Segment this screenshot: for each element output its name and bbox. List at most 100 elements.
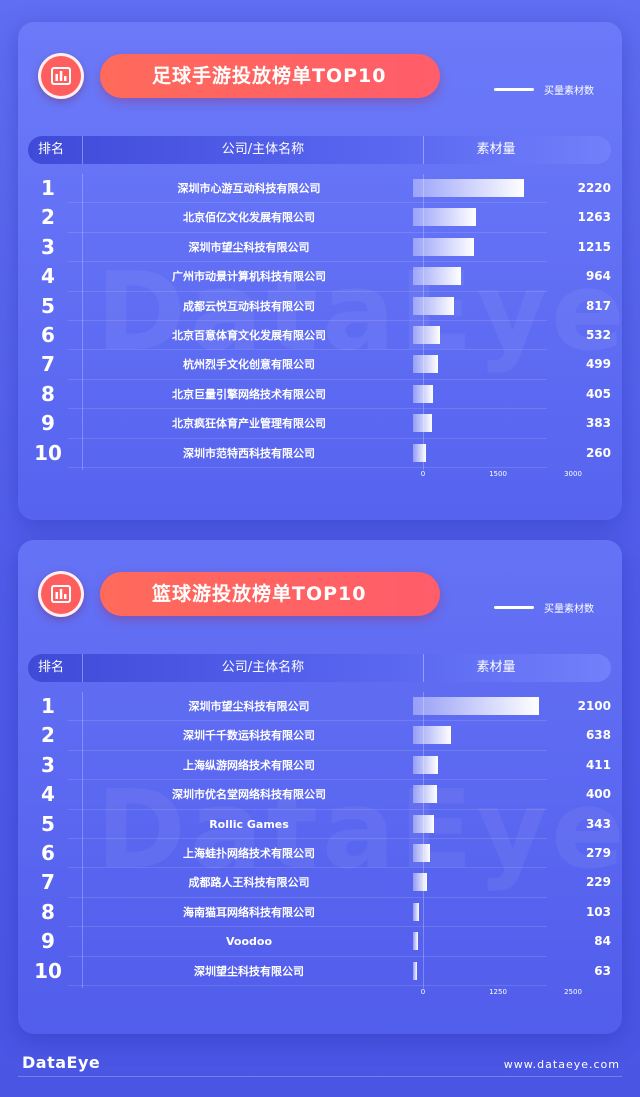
basketball-ranking-card: DataEye 篮球游投放榜单TOP10 买量素材数 排名 公司/主体名称 素材… <box>18 540 622 1034</box>
football-ranking-card: DataEye 足球手游投放榜单TOP10 买量素材数 排名 公司/主体名称 素… <box>18 22 622 520</box>
rank-number: 9 <box>41 411 55 436</box>
ranking-row: 4 广州市动景计算机科技有限公司 964 <box>28 262 611 292</box>
company-name: Voodoo <box>225 935 272 949</box>
rank-number: 4 <box>41 782 55 807</box>
rank-number: 10 <box>34 958 62 983</box>
ranking-row: 2 北京佰亿文化发展有限公司 1263 <box>28 203 611 233</box>
value-label: 2100 <box>577 699 611 713</box>
row-divider <box>68 867 547 869</box>
axis-line <box>423 174 424 470</box>
company-name: 北京佰亿文化发展有限公司 <box>183 211 315 225</box>
company-name: 深圳千千数运科技有限公司 <box>183 729 315 743</box>
footer-divider <box>18 1076 622 1077</box>
ranking-row: 5 Rollic Games 343 <box>28 810 611 839</box>
bar-chart-icon <box>38 571 84 617</box>
axis-line <box>423 692 424 988</box>
x-axis: 0 1500 3000 <box>413 470 613 484</box>
row-divider <box>68 290 547 292</box>
ranking-row: 7 杭州烈手文化创意有限公司 499 <box>28 350 611 380</box>
value-bar <box>413 755 438 774</box>
value-bar <box>413 961 417 980</box>
rank-number: 5 <box>41 293 55 318</box>
ranking-row: 1 深圳市心游互动科技有限公司 2220 <box>28 174 611 204</box>
ranking-row: 8 海南猫耳网络科技有限公司 103 <box>28 898 611 928</box>
value-bar <box>413 443 426 462</box>
rank-number: 2 <box>41 723 55 748</box>
header-value: 素材量 <box>476 142 516 157</box>
ranking-row: 6 北京百意体育文化发展有限公司 532 <box>28 321 611 351</box>
ranking-row: 10 深圳市范特西科技有限公司 260 <box>28 439 611 468</box>
header-rank: 排名 <box>38 660 65 675</box>
value-label: 229 <box>585 875 611 890</box>
value-label: 964 <box>585 269 611 284</box>
value-bar <box>413 179 524 197</box>
ranking-row: 9 Voodoo 84 <box>28 927 611 957</box>
column-divider <box>82 174 83 470</box>
column-divider <box>82 692 83 988</box>
footer-url[interactable]: www.dataeye.com <box>503 1058 620 1071</box>
legend: 买量素材数 <box>494 600 594 615</box>
header-value: 素材量 <box>476 660 516 675</box>
rank-number: 4 <box>41 264 55 289</box>
axis-tick-label: 0 <box>420 988 426 996</box>
row-divider <box>68 466 547 468</box>
value-label: 400 <box>585 787 611 802</box>
company-name: 北京巨量引擎网络技术有限公司 <box>172 387 326 401</box>
company-name: 深圳市优名堂网络科技有限公司 <box>172 788 326 802</box>
ranking-rows: 1 深圳市望尘科技有限公司 2100 2 深圳千千数运科技有限公司 638 3 上海纵游网络技… <box>28 692 611 986</box>
axis-tick-label: 3000 <box>564 470 582 478</box>
header-company: 公司/主体名称 <box>221 660 305 675</box>
rank-number: 6 <box>41 322 55 347</box>
row-divider <box>68 779 547 781</box>
row-divider <box>68 926 547 928</box>
rank-number: 7 <box>41 870 55 895</box>
company-name: 深圳市范特西科技有限公司 <box>183 446 315 460</box>
legend-label: 买量素材数 <box>544 86 594 97</box>
title-pill: 篮球游投放榜单TOP10 <box>100 572 440 616</box>
row-divider <box>68 720 547 722</box>
company-name: 成都云悦互动科技有限公司 <box>183 299 315 313</box>
value-bar <box>413 296 454 315</box>
header-rank: 排名 <box>38 142 65 157</box>
company-name: 深圳市望尘科技有限公司 <box>188 240 310 254</box>
value-bar <box>413 873 427 892</box>
header-divider <box>423 654 424 682</box>
table-header: 排名 公司/主体名称 素材量 <box>28 136 611 164</box>
header-company: 公司/主体名称 <box>221 142 305 157</box>
header-divider <box>82 654 83 682</box>
value-label: 499 <box>585 357 611 372</box>
company-name: 海南猫耳网络科技有限公司 <box>183 905 315 919</box>
ranking-row: 3 上海纵游网络技术有限公司 411 <box>28 751 611 781</box>
ranking-row: 2 深圳千千数运科技有限公司 638 <box>28 721 611 751</box>
rank-number: 6 <box>41 840 55 865</box>
rank-number: 7 <box>41 352 55 377</box>
ranking-row: 8 北京巨量引擎网络技术有限公司 405 <box>28 380 611 410</box>
company-name: 北京疯狂体育产业管理有限公司 <box>172 417 326 431</box>
rank-number: 1 <box>41 176 55 200</box>
table-header: 排名 公司/主体名称 素材量 <box>28 654 611 682</box>
value-label: 279 <box>585 845 611 860</box>
value-bar <box>413 726 452 745</box>
value-label: 260 <box>585 445 611 460</box>
row-divider <box>68 984 547 986</box>
value-bar <box>413 414 433 433</box>
company-name: 北京百意体育文化发展有限公司 <box>172 328 326 342</box>
title-pill: 足球手游投放榜单TOP10 <box>100 54 440 98</box>
value-bar <box>413 267 462 286</box>
value-label: 411 <box>585 757 611 772</box>
axis-tick-label: 0 <box>420 470 426 478</box>
ranking-row: 5 成都云悦互动科技有限公司 817 <box>28 292 611 321</box>
row-divider <box>68 437 547 439</box>
x-axis: 0 1250 2500 <box>413 988 613 1002</box>
row-divider <box>68 408 547 410</box>
rank-number: 8 <box>41 899 55 924</box>
ranking-row: 9 北京疯狂体育产业管理有限公司 383 <box>28 409 611 439</box>
axis-tick-label: 1500 <box>489 470 507 478</box>
rank-number: 2 <box>41 205 55 230</box>
value-label: 405 <box>585 386 611 401</box>
value-bar <box>413 237 474 256</box>
value-label: 1263 <box>577 210 611 225</box>
company-name: 杭州烈手文化创意有限公司 <box>183 358 315 372</box>
value-label: 1215 <box>577 239 611 254</box>
value-bar <box>413 902 420 921</box>
